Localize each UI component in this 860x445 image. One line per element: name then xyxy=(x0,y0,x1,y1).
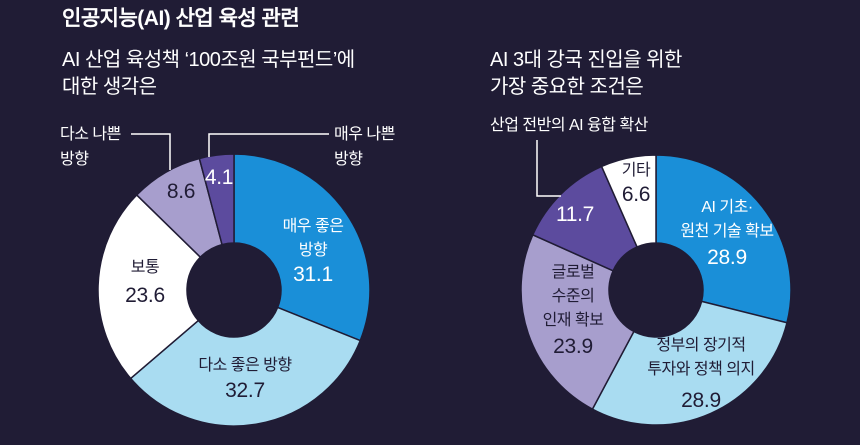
donut-slice-other xyxy=(600,154,657,248)
slice-value-gov-long-term-investment: 28.9 xyxy=(681,389,721,412)
donut-slice-ai-core-tech xyxy=(655,154,792,324)
right-donut-chart xyxy=(520,154,792,426)
left-donut-chart xyxy=(97,153,371,427)
slice-value-ai-core-tech: 28.9 xyxy=(707,246,747,269)
slice-value-global-talent: 23.9 xyxy=(553,335,593,358)
slice-value-very-good: 31.1 xyxy=(293,263,333,286)
slice-label-ai-core-tech: AI 기초· 원천 기술 확보 xyxy=(680,199,774,240)
callout-label-industry-ai-convergence: 산업 전반의 AI 융합 확산 xyxy=(490,117,648,134)
slice-label-gov-long-term-investment: 정부의 장기적 투자와 정책 의지 xyxy=(647,337,755,378)
callout-line-somewhat-bad xyxy=(131,133,171,170)
donut-slice-very-good xyxy=(233,153,371,342)
slice-label-somewhat-good: 다소 좋은 방향 xyxy=(198,357,292,374)
right-chart-title: AI 3대 강국 진입을 위한 가장 중요한 조건은 xyxy=(490,49,682,98)
slice-value-very-bad: 4.1 xyxy=(204,166,234,189)
slice-label-other: 기타 xyxy=(621,162,651,179)
callout-line-very-bad xyxy=(208,133,329,157)
donut-slice-very-bad xyxy=(198,153,235,246)
slice-label-neutral: 보통 xyxy=(130,259,160,276)
slice-value-industry-ai-convergence: 11.7 xyxy=(555,203,595,226)
slice-value-neutral: 23.6 xyxy=(125,284,165,307)
callout-label-very-bad: 매우 나쁜 방향 xyxy=(334,126,395,168)
slice-value-somewhat-good: 32.7 xyxy=(225,379,265,402)
page-title: 인공지능(AI) 산업 육성 관련 xyxy=(62,7,300,30)
slice-value-somewhat-bad: 8.6 xyxy=(166,180,196,203)
slice-value-other: 6.6 xyxy=(621,183,651,206)
callout-label-somewhat-bad: 다소 나쁜 방향 xyxy=(60,126,121,168)
donut-slice-global-talent xyxy=(520,233,635,411)
slice-label-global-talent: 글로벌 수준의 인재 확보 xyxy=(542,264,604,329)
donut-slice-gov-long-term-investment xyxy=(591,300,788,426)
callout-line-industry-ai-convergence xyxy=(536,140,561,197)
left-chart-title: AI 산업 육성책 ‘100조원 국부펀드’에 대한 생각은 xyxy=(62,49,355,98)
slice-label-very-good: 매우 좋은 방향 xyxy=(282,218,344,259)
donut-slice-somewhat-good xyxy=(129,306,362,427)
donut-slice-neutral xyxy=(97,193,202,380)
